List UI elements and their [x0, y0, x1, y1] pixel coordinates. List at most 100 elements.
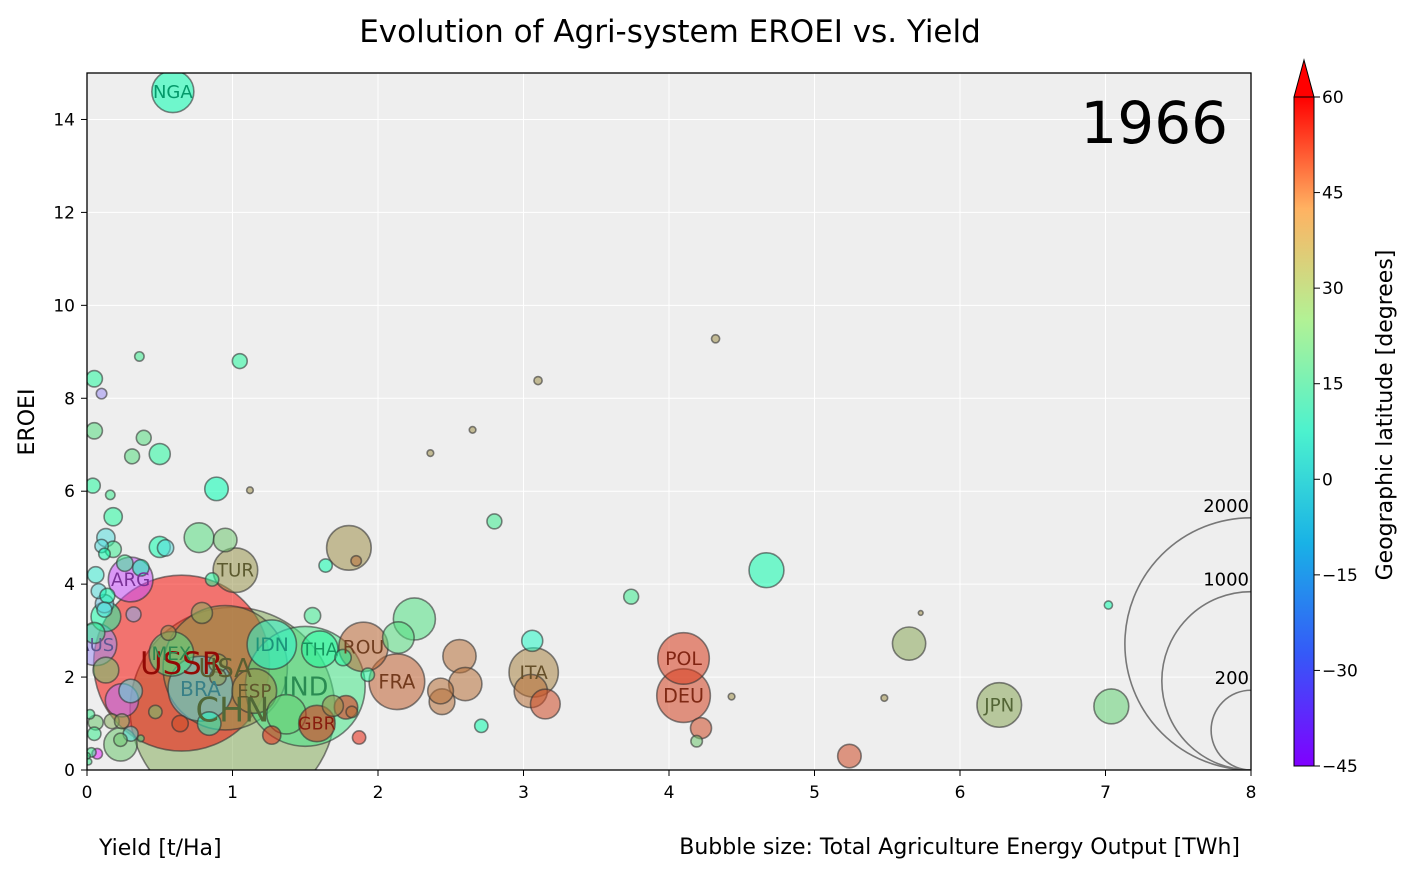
bubble-point-82 — [473, 718, 489, 734]
bubble-jpn — [976, 681, 1023, 729]
bubble-point-56 — [131, 558, 150, 577]
bubble-point-53 — [156, 538, 175, 557]
bubble-point-93 — [880, 693, 889, 703]
bubble-point-37 — [118, 678, 144, 704]
bubble-point-47 — [321, 694, 345, 718]
bubble-point-107 — [87, 708, 96, 720]
bubble-point-65 — [87, 477, 102, 494]
country-label-esp: ESP — [237, 681, 271, 702]
bubble-point-106 — [87, 757, 93, 766]
bubble-point-54 — [87, 565, 105, 584]
bubble-point-109 — [113, 732, 128, 748]
size-legend-label-200: 200 — [1215, 668, 1249, 689]
y-tick-label-2: 4 — [64, 575, 75, 595]
bubble-point-95 — [1103, 600, 1114, 610]
bubble-nga — [151, 73, 195, 114]
y-tick-label-0: 0 — [64, 761, 75, 781]
bubble-point-45 — [836, 743, 862, 769]
bubble-point-70 — [133, 350, 145, 362]
size-legend-label-1000: 1000 — [1203, 570, 1249, 591]
x-tick-label-2: 2 — [373, 783, 384, 803]
colorbar-extend-arrow — [1293, 58, 1315, 98]
bubble-point-49 — [520, 629, 544, 653]
bubble-point-112 — [209, 668, 227, 687]
bubble-point-60 — [87, 621, 106, 645]
x-tick-label-0: 0 — [82, 783, 93, 803]
country-label-ind: IND — [282, 672, 328, 702]
bubble-point-41 — [190, 601, 214, 625]
country-label-deu: DEU — [663, 684, 704, 707]
colorbar-tick-label-4: 0 — [1322, 470, 1333, 490]
x-tick-label-5: 5 — [809, 783, 820, 803]
x-axis-title: Yield [t/Ha] — [98, 836, 222, 861]
bubble-esp — [231, 667, 278, 715]
bubble-point-55 — [115, 554, 134, 573]
bubble-point-102 — [87, 726, 102, 742]
year-label: 1966 — [1080, 89, 1228, 157]
chart-title: Evolution of Agri-system EROEI vs. Yield — [359, 14, 981, 50]
bubble-point-80 — [486, 513, 503, 530]
bubble-point-51 — [103, 506, 124, 527]
bubble-point-88 — [533, 375, 543, 386]
x-tick-label-7: 7 — [1100, 783, 1111, 803]
bubble-point-96 — [171, 714, 190, 733]
bubble-point-78 — [334, 648, 353, 667]
y-axis-title: EROEI — [15, 389, 40, 456]
bubble-pol — [657, 631, 711, 686]
x-tick-label-8: 8 — [1246, 783, 1257, 803]
country-label-idn: IDN — [255, 635, 289, 656]
country-label-tha: THA — [301, 640, 338, 660]
bubble-point-29 — [381, 621, 415, 655]
bubble-point-34 — [148, 442, 172, 466]
bubble-point-94 — [917, 609, 924, 617]
y-tick-label-3: 6 — [64, 482, 75, 502]
y-tick-label-1: 2 — [64, 668, 75, 688]
bubble-point-40 — [196, 710, 222, 737]
size-caption: Bubble size: Total Agriculture Energy Ou… — [679, 835, 1240, 860]
size-legend-label-2000: 2000 — [1203, 496, 1249, 517]
bubble-point-81 — [622, 588, 640, 605]
y-tick-label-6: 12 — [53, 203, 75, 223]
bubble-point-91 — [245, 486, 255, 495]
colorbar-tick-label-6: −30 — [1322, 661, 1358, 681]
bubble-point-87 — [710, 333, 721, 344]
bubble-point-75 — [204, 572, 220, 587]
bubble-point-64 — [87, 421, 104, 440]
colorbar-tick-label-3: 15 — [1322, 375, 1344, 395]
bubble-point-21 — [748, 551, 785, 589]
x-tick-label-6: 6 — [955, 783, 966, 803]
bubble-point-73 — [97, 547, 112, 561]
bubble-point-79 — [350, 554, 363, 567]
country-label-gbr: GBR — [298, 715, 336, 735]
country-label-fra: FRA — [378, 670, 416, 693]
x-axis-ticks: 0 1 2 3 4 5 6 7 8 — [82, 770, 1257, 803]
bubble-point-86 — [690, 734, 704, 748]
bubble-point-31 — [183, 522, 215, 554]
bubble-point-69 — [95, 387, 108, 400]
bubble-point-68 — [231, 352, 249, 370]
country-label-rou: ROU — [343, 637, 384, 658]
colorbar — [1293, 96, 1315, 767]
bubble-point-97 — [147, 704, 163, 720]
country-label-bra: BRA — [180, 677, 221, 701]
colorbar-tick-label-5: −15 — [1322, 566, 1358, 586]
country-label-aus: AUS — [77, 635, 114, 656]
y-axis-ticks: 0 2 4 6 8 10 12 14 — [53, 110, 87, 781]
size-legend-labels: 2000 1000 200 — [1203, 496, 1249, 689]
bubble-tur — [212, 547, 259, 594]
bubble-tha — [300, 630, 339, 669]
bubble-point-110 — [160, 624, 177, 642]
bubble-idn — [246, 619, 298, 670]
bubble-point-67 — [135, 429, 152, 446]
country-label-ita: ITA — [520, 663, 548, 684]
y-tick-label-4: 8 — [64, 389, 75, 409]
country-label-pol: POL — [665, 648, 702, 670]
x-tick-label-4: 4 — [664, 783, 675, 803]
bubble-point-27 — [529, 688, 561, 720]
bubble-point-108 — [136, 734, 145, 743]
bubble-point-90 — [426, 448, 435, 458]
bubble-point-22 — [891, 626, 927, 662]
bubble-point-76 — [318, 558, 334, 573]
colorbar-ticks: 60 45 30 15 0 −15 −30 −45 — [1314, 88, 1358, 777]
